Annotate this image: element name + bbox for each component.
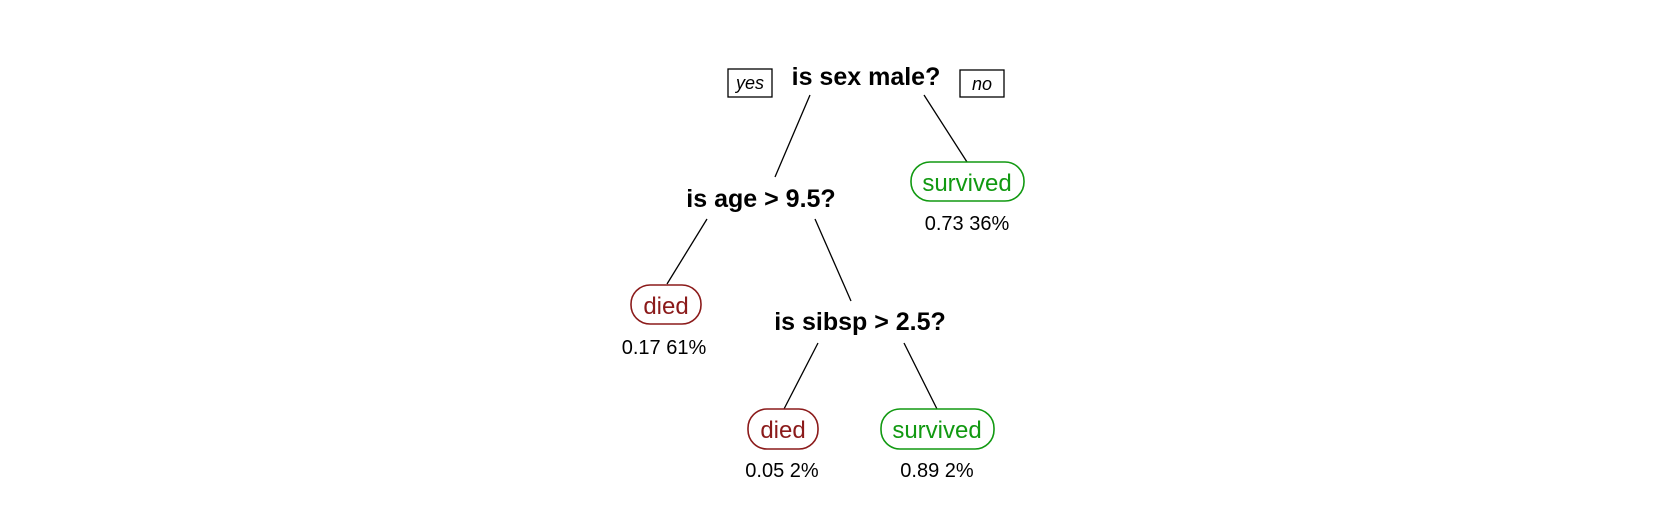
leaf-label: survived — [922, 170, 1011, 197]
leaf-stats: 0.05 2% — [745, 460, 819, 482]
branch-tag-no-text: no — [972, 74, 992, 94]
edge-root-to-survived — [923, 94, 968, 163]
leaf-label: died — [760, 417, 805, 444]
leaf-stats: 0.89 2% — [900, 460, 974, 482]
branch-tag-yes: yes — [727, 68, 773, 98]
split-question-age: is age > 9.5? — [686, 185, 835, 213]
leaf-node-died-adult-male: died — [630, 284, 702, 325]
branch-tag-no: no — [959, 69, 1005, 98]
edge-root-to-age — [774, 94, 811, 178]
leaf-stats: 0.73 36% — [925, 213, 1010, 235]
leaf-node-survived-boy-few-sibs: survived — [880, 408, 995, 450]
edge-age-to-died — [666, 218, 708, 285]
edge-sibsp-to-died — [783, 342, 819, 410]
leaf-label: died — [643, 293, 688, 320]
leaf-node-died-boy-many-sibs: died — [747, 408, 819, 450]
leaf-node-survived-female: survived — [910, 161, 1025, 202]
leaf-label: survived — [892, 417, 981, 444]
leaf-stats: 0.17 61% — [622, 337, 707, 359]
split-question-sibsp: is sibsp > 2.5? — [774, 308, 946, 336]
edge-age-to-sibsp — [814, 218, 852, 302]
edge-sibsp-to-survived — [903, 342, 938, 410]
split-question-sex: is sex male? — [792, 63, 941, 91]
branch-tag-yes-text: yes — [734, 73, 764, 93]
